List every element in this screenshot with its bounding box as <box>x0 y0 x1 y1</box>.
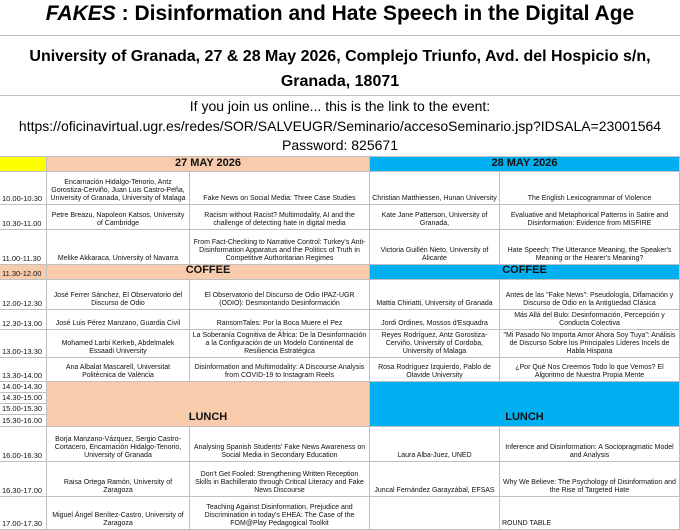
speaker: Jordi Ordines, Mossos d'Esquadra <box>370 310 500 330</box>
speaker: Rosa Rodríguez Izquierdo, Pablo de Olavi… <box>370 358 500 382</box>
talk-title: La Soberanía Cognitiva de África: De la … <box>190 330 370 358</box>
speaker: Laura Alba-Juez, UNED <box>370 427 500 462</box>
speaker <box>370 497 500 530</box>
talk-title: Inference and Disinformation: A Sociopra… <box>500 427 680 462</box>
time-slot: 12.30-13.00 <box>0 310 47 330</box>
talk-title: Fake News on Social Media: Three Case St… <box>190 172 370 205</box>
online-note: If you join us online... this is the lin… <box>189 98 491 114</box>
password: Password: 825671 <box>282 137 398 153</box>
talk-title: ¿Por Qué Nos Creemos Todo lo que Vemos? … <box>500 358 680 382</box>
day-header: 28 MAY 2026 <box>370 157 680 172</box>
time-slot: 16.30-17.00 <box>0 462 47 497</box>
speaker: José Ferrer Sánchez, El Observatorio del… <box>47 280 190 310</box>
talk-title: Evaluative and Metaphorical Patterns in … <box>500 205 680 230</box>
talk-title: Don't Get Fooled: Strengthening Written … <box>190 462 370 497</box>
speaker: Mohamed Larbi Kerkeb, Abdelmalek Essaadi… <box>47 330 190 358</box>
talk-title: The English Lexicogrammar of Violence <box>500 172 680 205</box>
time-slot: 13.30-14.00 <box>0 358 47 382</box>
speaker: Reyes Rodríguez, Antz Gorostiza-Cerviño,… <box>370 330 500 358</box>
day-header: 27 MAY 2026 <box>47 157 370 172</box>
talk-title: El Observatorio del Discurso de Odio IPA… <box>190 280 370 310</box>
speaker: Borja Manzano-Vázquez, Sergio Castro-Cor… <box>47 427 190 462</box>
time-slot: 15.00-15.30 <box>0 404 47 415</box>
speaker: Encarnación Hidalgo-Tenorio, Antz Gorost… <box>47 172 190 205</box>
divider <box>0 156 680 157</box>
time-slot: 11.30-12.00 <box>0 265 47 280</box>
break: COFFEE <box>370 265 680 280</box>
talk-title: Teaching Against Disinformation, Prejudi… <box>190 497 370 530</box>
talk-title: Más Allá del Bulo: Desinformación, Perce… <box>500 310 680 330</box>
talk-title: From Fact-Checking to Narrative Control:… <box>190 230 370 265</box>
time-slot: 14.00-14.30 <box>0 382 47 393</box>
divider <box>0 35 680 36</box>
time-slot: 13.00-13.30 <box>0 330 47 358</box>
speaker: Mattia Chiriatti, University of Granada <box>370 280 500 310</box>
talk-title: RansomTales: Por la Boca Muere el Pez <box>190 310 370 330</box>
speaker: Christian Matthiessen, Hunan University <box>370 172 500 205</box>
speaker: Melike Akkaraca, University of Navarra <box>47 230 190 265</box>
talk-title: Analysing Spanish Students' Fake News Aw… <box>190 427 370 462</box>
time-slot: 10.00-10.30 <box>0 172 47 205</box>
talk-title: Why We Believe: The Psychology of Disinf… <box>500 462 680 497</box>
speaker: José Luis Pérez Manzano, Guardia Civil <box>47 310 190 330</box>
break: LUNCH <box>47 382 370 427</box>
title-text: : Disinformation and Hate Speech in the … <box>115 2 635 25</box>
talk-title: Hate Speech: The Utterance Meaning, the … <box>500 230 680 265</box>
speaker: Victoria Guillén Nieto, University of Al… <box>370 230 500 265</box>
time-slot: 16.00-16.30 <box>0 427 47 462</box>
time-header <box>0 157 47 172</box>
session: ROUND TABLE <box>500 497 680 530</box>
speaker: Miguel Ángel Benítez-Castro, University … <box>47 497 190 530</box>
speaker: Petre Breazu, Napoleon Katsos, Universit… <box>47 205 190 230</box>
speaker: Kate Jane Patterson, University of Grana… <box>370 205 500 230</box>
time-slot: 14.30-15.00 <box>0 393 47 404</box>
break: LUNCH <box>370 382 680 427</box>
talk-title: Racism without Racist? Multimodality, AI… <box>190 205 370 230</box>
time-slot: 15.30-16.00 <box>0 415 47 427</box>
talk-title: "Mi Pasado No Importa Amor Ahora Soy Tuy… <box>500 330 680 358</box>
speaker: Juncal Fernández Garayzábal, EFSAS <box>370 462 500 497</box>
talk-title: Antes de las "Fake News": Pseudología, D… <box>500 280 680 310</box>
time-slot: 10.30-11.00 <box>0 205 47 230</box>
title-emphasis: FAKES <box>45 2 116 25</box>
title: FAKES : Disinformation and Hate Speech i… <box>0 2 680 26</box>
time-slot: 11.00-11.30 <box>0 230 47 265</box>
speaker: Raisa Ortega Ramón, University of Zarago… <box>47 462 190 497</box>
time-slot: 12.00-12.30 <box>0 280 47 310</box>
talk-title: Disinformation and Multimodality: A Disc… <box>190 358 370 382</box>
break: COFFEE <box>47 265 370 280</box>
venue: University of Granada, 27 & 28 May 2026,… <box>29 48 651 90</box>
divider <box>0 95 680 96</box>
time-slot: 17.00-17.30 <box>0 497 47 530</box>
speaker: Ana Albalat Mascarell, Universitat Polit… <box>47 358 190 382</box>
event-link[interactable]: https://oficinavirtual.ugr.es/redes/SOR/… <box>18 118 662 134</box>
